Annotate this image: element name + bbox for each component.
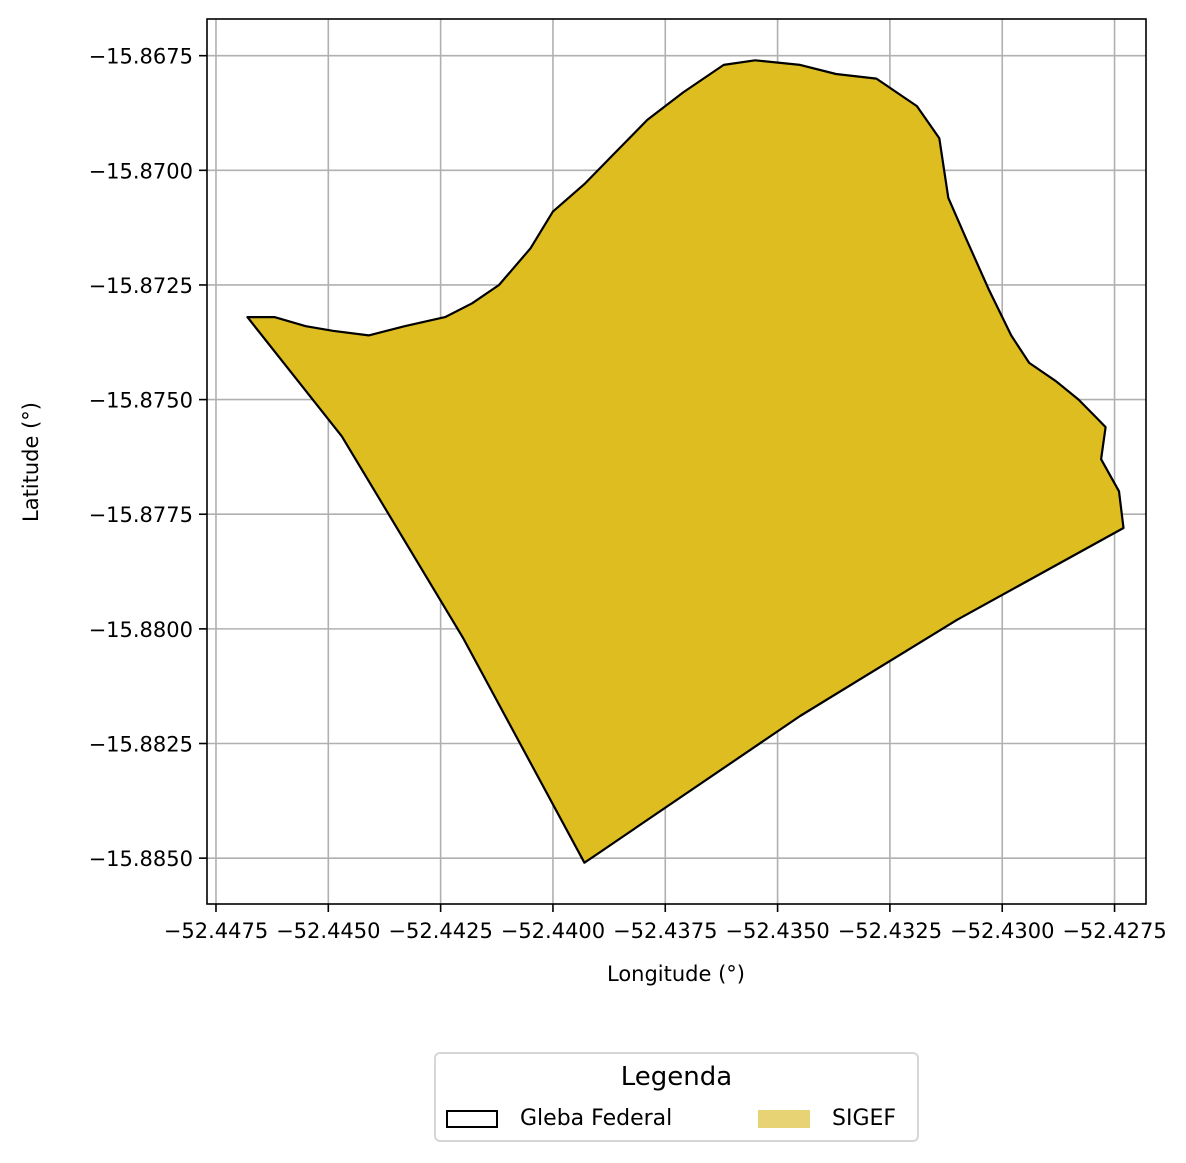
x-tick-label: −52.4450 <box>276 919 380 943</box>
legend-label-gleba-federal: Gleba Federal <box>520 1106 673 1131</box>
y-tick-label: −15.8775 <box>89 503 193 527</box>
y-tick-label: −15.8750 <box>89 389 193 413</box>
x-axis-ticks: −52.4475 −52.4450 −52.4425 −52.4400 −52.4375… <box>164 904 1167 943</box>
x-tick-label: −52.4300 <box>950 919 1054 943</box>
x-tick-label: −52.4325 <box>838 919 942 943</box>
legend-swatch-sigef <box>758 1109 810 1128</box>
x-tick-label: −52.4350 <box>725 919 829 943</box>
polygon-layer <box>246 59 1125 864</box>
x-tick-label: −52.4425 <box>388 919 492 943</box>
y-axis-ticks: −15.8675 −15.8700 −15.8725 −15.8750 −15.8775… <box>89 45 207 871</box>
y-tick-label: −15.8700 <box>89 159 193 183</box>
legend-label-sigef: SIGEF <box>832 1106 897 1131</box>
y-tick-label: −15.8825 <box>89 733 193 757</box>
x-tick-label: −52.4275 <box>1062 919 1166 943</box>
x-tick-label: −52.4475 <box>164 919 268 943</box>
legend-swatch-gleba-federal <box>446 1109 498 1128</box>
x-tick-label: −52.4400 <box>501 919 605 943</box>
y-tick-label: −15.8675 <box>89 45 193 69</box>
y-tick-label: −15.8725 <box>89 274 193 298</box>
sigef-polygon <box>246 59 1125 864</box>
plot-frame <box>206 18 1147 905</box>
y-tick-label: −15.8850 <box>89 847 193 871</box>
legend-item-sigef: SIGEF <box>758 1106 896 1131</box>
y-tick-label: −15.8800 <box>89 618 193 642</box>
legend: Legenda Gleba Federal SIGEF <box>434 1052 919 1142</box>
legend-item-gleba-federal: Gleba Federal <box>446 1106 672 1131</box>
x-axis-title: Longitude (°) <box>607 962 745 986</box>
y-axis-title: Latitude (°) <box>19 402 43 522</box>
x-tick-label: −52.4375 <box>613 919 717 943</box>
legend-title: Legenda <box>620 1062 733 1092</box>
